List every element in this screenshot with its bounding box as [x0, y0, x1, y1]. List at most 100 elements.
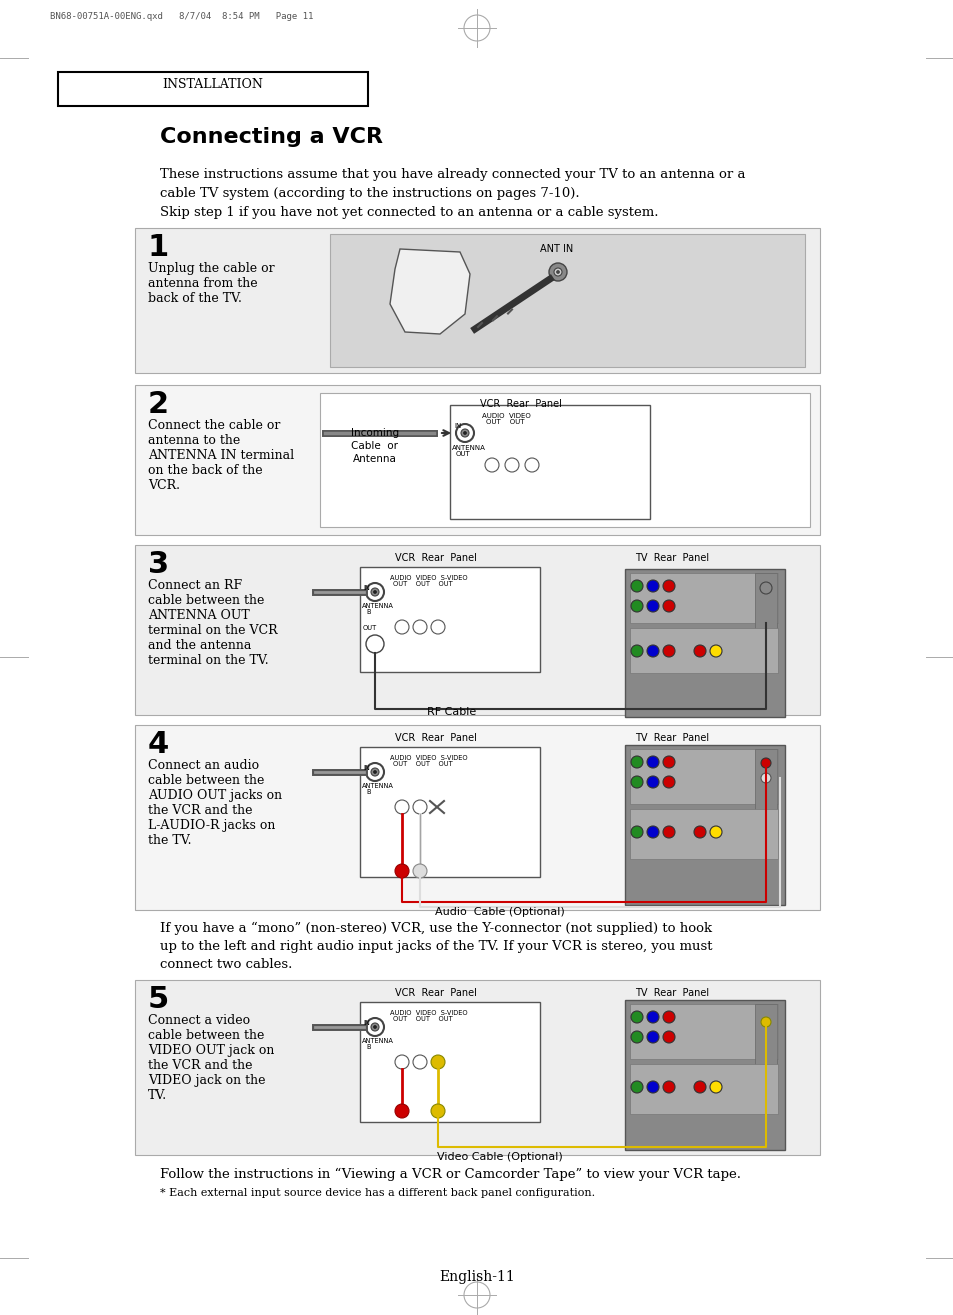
Text: AUDIO  VIDEO  S-VIDEO: AUDIO VIDEO S-VIDEO — [390, 1010, 467, 1016]
Circle shape — [431, 1105, 444, 1118]
Circle shape — [662, 1081, 675, 1093]
Circle shape — [395, 1055, 409, 1069]
Bar — [629, 573, 778, 623]
Bar — [450, 405, 649, 519]
Bar — [629, 629, 778, 673]
Circle shape — [760, 773, 770, 782]
Circle shape — [630, 776, 642, 788]
Circle shape — [662, 600, 675, 611]
Text: AUDIO  VIDEO  S-VIDEO: AUDIO VIDEO S-VIDEO — [390, 755, 467, 761]
Circle shape — [395, 1105, 409, 1118]
Circle shape — [630, 756, 642, 768]
Bar — [624, 569, 784, 717]
Text: Video Cable (Optional): Video Cable (Optional) — [436, 1152, 562, 1162]
Circle shape — [366, 583, 384, 601]
Circle shape — [646, 776, 659, 788]
Circle shape — [662, 756, 675, 768]
Text: TV  Rear  Panel: TV Rear Panel — [635, 554, 708, 563]
Text: B: B — [366, 1044, 370, 1049]
Text: ANTENNA: ANTENNA — [452, 444, 485, 451]
Circle shape — [366, 763, 384, 781]
Text: OUT    OUT    OUT: OUT OUT OUT — [393, 761, 453, 767]
Circle shape — [646, 580, 659, 592]
Text: Unplug the cable or
antenna from the
back of the TV.: Unplug the cable or antenna from the bac… — [148, 262, 274, 305]
Text: If you have a “mono” (non-stereo) VCR, use the Y-connector (not supplied) to hoo: If you have a “mono” (non-stereo) VCR, u… — [160, 922, 711, 935]
Circle shape — [662, 644, 675, 658]
Bar — [629, 1064, 778, 1114]
Circle shape — [709, 826, 721, 838]
Text: Connect a video
cable between the
VIDEO OUT jack on
the VCR and the
VIDEO jack o: Connect a video cable between the VIDEO … — [148, 1014, 274, 1102]
Text: IN: IN — [454, 423, 460, 429]
Circle shape — [709, 1081, 721, 1093]
Circle shape — [646, 1081, 659, 1093]
Text: These instructions assume that you have already connected your TV to an antenna : These instructions assume that you have … — [160, 168, 744, 181]
Circle shape — [760, 1016, 770, 1027]
Circle shape — [760, 583, 771, 594]
Circle shape — [374, 590, 376, 593]
Circle shape — [646, 600, 659, 611]
Circle shape — [504, 458, 518, 472]
Text: up to the left and right audio input jacks of the TV. If your VCR is stereo, you: up to the left and right audio input jac… — [160, 940, 712, 953]
Text: Antenna: Antenna — [353, 454, 396, 464]
Text: VCR  Rear  Panel: VCR Rear Panel — [395, 554, 476, 563]
Circle shape — [760, 757, 770, 768]
Circle shape — [693, 826, 705, 838]
Circle shape — [374, 771, 376, 773]
Circle shape — [395, 864, 409, 878]
Text: VCR  Rear  Panel: VCR Rear Panel — [395, 988, 476, 998]
Text: IN: IN — [363, 1020, 370, 1026]
Text: Skip step 1 if you have not yet connected to an antenna or a cable system.: Skip step 1 if you have not yet connecte… — [160, 206, 658, 220]
Text: OUT    OUT: OUT OUT — [485, 419, 524, 425]
Circle shape — [548, 263, 566, 281]
Text: Connect the cable or
antenna to the
ANTENNA IN terminal
on the back of the
VCR.: Connect the cable or antenna to the ANTE… — [148, 419, 294, 492]
Bar — [135, 544, 820, 715]
Text: 5: 5 — [148, 985, 169, 1014]
Circle shape — [395, 619, 409, 634]
Text: OUT    OUT    OUT: OUT OUT OUT — [393, 581, 453, 586]
Bar — [624, 999, 784, 1151]
Polygon shape — [390, 249, 470, 334]
Bar — [359, 1002, 539, 1122]
Circle shape — [366, 1018, 384, 1036]
Text: RF Cable: RF Cable — [427, 707, 476, 717]
Text: Connect an RF
cable between the
ANTENNA OUT
terminal on the VCR
and the antenna
: Connect an RF cable between the ANTENNA … — [148, 579, 277, 667]
Bar — [135, 227, 820, 373]
Circle shape — [456, 423, 474, 442]
Text: 3: 3 — [148, 550, 169, 579]
Circle shape — [371, 768, 378, 776]
Circle shape — [374, 1026, 376, 1028]
Circle shape — [709, 644, 721, 658]
Circle shape — [556, 271, 558, 274]
Bar — [58, 72, 368, 107]
Text: Follow the instructions in “Viewing a VCR or Camcorder Tape” to view your VCR ta: Follow the instructions in “Viewing a VC… — [160, 1168, 740, 1181]
Text: IN: IN — [363, 765, 370, 771]
Bar — [754, 573, 776, 654]
Circle shape — [463, 431, 466, 434]
Circle shape — [431, 1055, 444, 1069]
Circle shape — [646, 1031, 659, 1043]
Circle shape — [413, 1055, 427, 1069]
Text: AUDIO  VIDEO: AUDIO VIDEO — [481, 413, 530, 419]
Bar — [624, 746, 784, 905]
Circle shape — [630, 600, 642, 611]
Bar — [319, 393, 809, 527]
Circle shape — [366, 635, 384, 654]
Circle shape — [630, 644, 642, 658]
Text: TV  Rear  Panel: TV Rear Panel — [635, 988, 708, 998]
Circle shape — [371, 1023, 378, 1031]
Text: Cable  or: Cable or — [351, 441, 398, 451]
Text: Incoming: Incoming — [351, 427, 398, 438]
Text: 1: 1 — [148, 233, 169, 262]
Circle shape — [646, 1011, 659, 1023]
Circle shape — [554, 268, 561, 276]
Text: B: B — [366, 609, 370, 615]
Bar — [135, 980, 820, 1155]
Circle shape — [484, 458, 498, 472]
Text: cable TV system (according to the instructions on pages 7-10).: cable TV system (according to the instru… — [160, 187, 579, 200]
Text: English-11: English-11 — [438, 1270, 515, 1283]
Text: connect two cables.: connect two cables. — [160, 959, 292, 970]
Text: INSTALLATION: INSTALLATION — [162, 78, 263, 91]
Text: VCR  Rear  Panel: VCR Rear Panel — [395, 732, 476, 743]
Bar — [754, 750, 776, 828]
Circle shape — [395, 800, 409, 814]
